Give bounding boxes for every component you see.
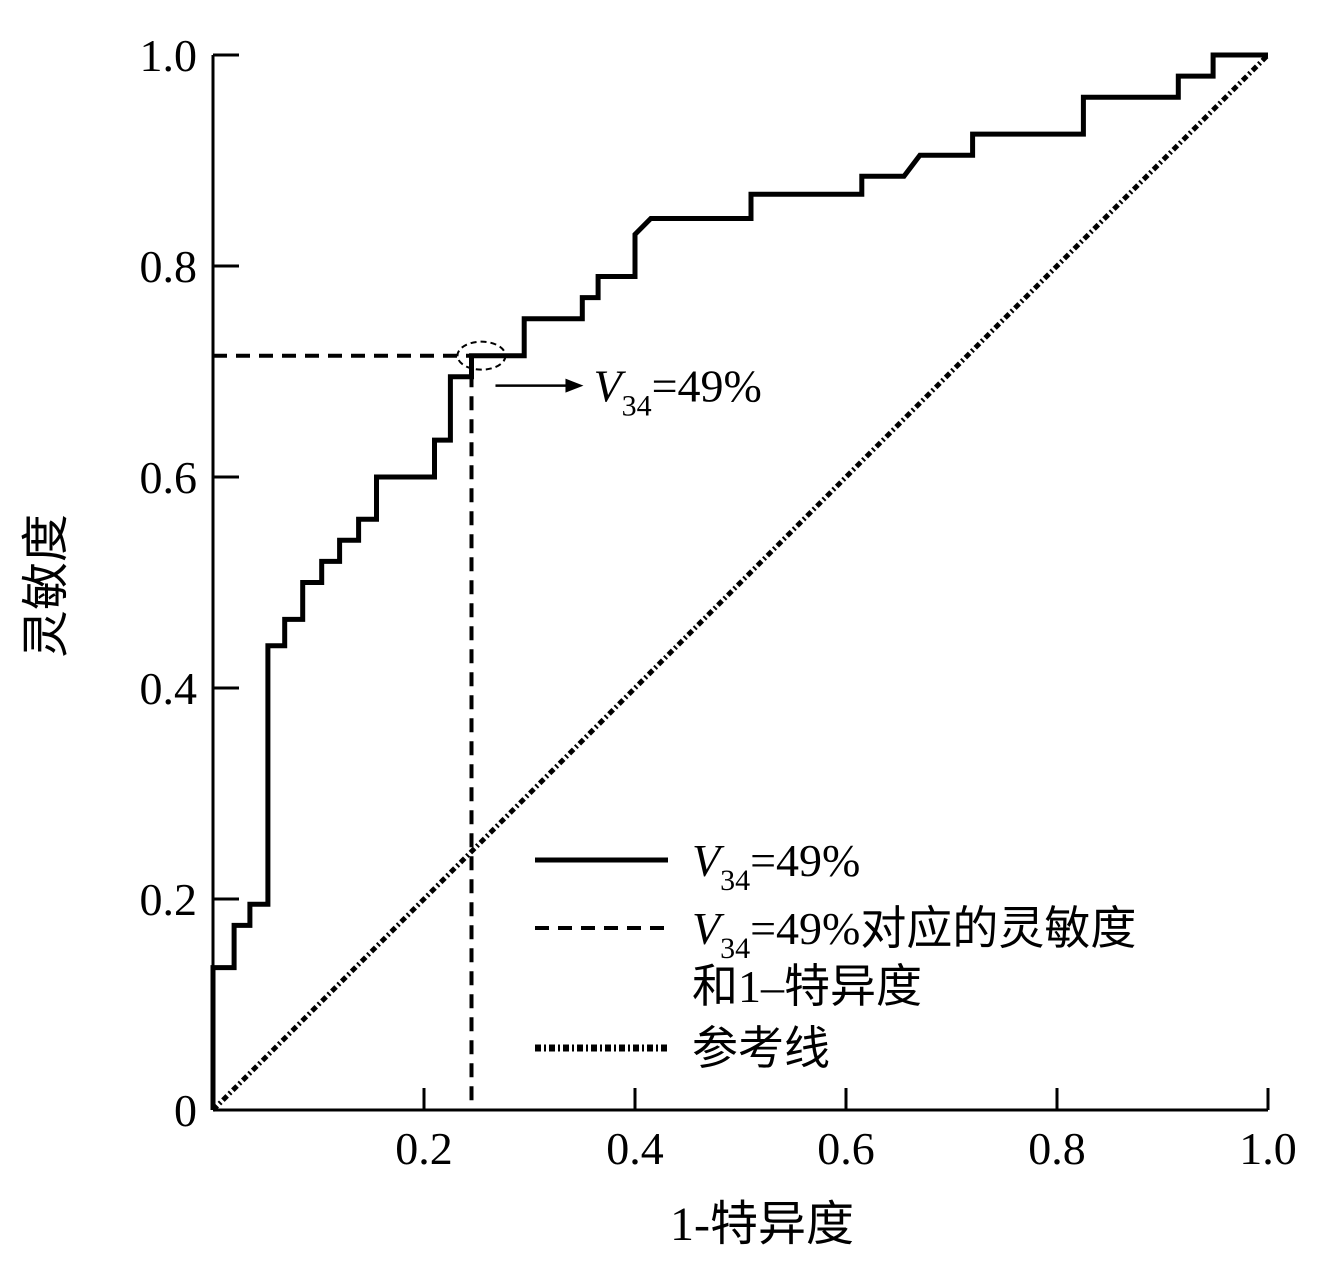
- annotation-layer: V34=49%: [456, 340, 762, 423]
- axes: 0 0.2 0.4 0.6 0.8 1.0 0.2 0.4 0.6 0.8 1.0: [140, 30, 1297, 1174]
- legend-label-1: V34=49%对应的灵敏度: [692, 903, 1136, 965]
- y-tick-label: 0.4: [140, 663, 198, 714]
- y-tick-label: 0.2: [140, 874, 198, 925]
- series-layer: [210, 52, 1270, 1112]
- legend-label-0: V34=49%: [692, 835, 860, 897]
- series-line-2: [211, 53, 1270, 1112]
- annotation-label: V34=49%: [593, 361, 761, 423]
- legend-label-2: 参考线: [692, 1023, 830, 1074]
- y-tick-label: 0.8: [140, 241, 198, 292]
- x-tick-label: 0.6: [817, 1123, 875, 1174]
- x-tick-label: 0.2: [395, 1123, 453, 1174]
- x-axis-title: 1-特异度: [670, 1198, 854, 1251]
- annotation-arrowhead: [565, 378, 584, 393]
- series-line-0: [210, 52, 1268, 1110]
- y-axis-title: 灵敏度: [20, 514, 73, 658]
- x-tick-label: 0.4: [606, 1123, 664, 1174]
- highlight-ellipse: [456, 340, 507, 371]
- y-tick-label: 0.6: [140, 452, 198, 503]
- x-tick-label: 0.8: [1028, 1123, 1086, 1174]
- series-line-1: [213, 353, 474, 1110]
- y-tick-label: 0: [174, 1085, 197, 1136]
- y-tick-label: 1.0: [140, 30, 198, 81]
- legend-label-1-line2: 和1–特异度: [692, 961, 922, 1012]
- x-tick-label: 1.0: [1239, 1123, 1297, 1174]
